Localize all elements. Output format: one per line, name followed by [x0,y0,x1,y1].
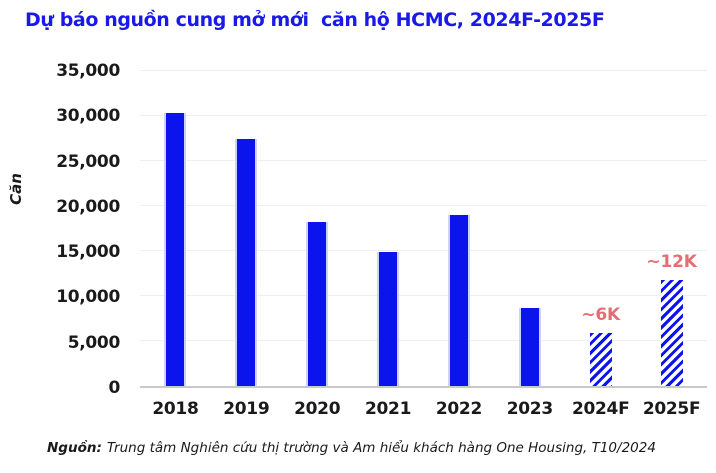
gridline [140,160,707,161]
y-tick-label: 0 [108,378,120,398]
bar-2019 [235,138,258,386]
bar-2018 [164,113,187,386]
gridline [140,70,707,71]
annotation-2024f: ~6K [581,304,621,325]
bar-2020 [306,222,329,386]
bars: ~6K ~12K [140,71,707,386]
x-label-2020: 2020 [294,399,341,419]
y-tick-label: 10,000 [56,287,120,308]
y-tick-label: 15,000 [56,242,120,263]
x-axis-labels: 2018 2019 2020 2021 2022 2023 2024F 2025F [140,399,707,419]
bar-2023 [518,307,541,386]
bar-2024f [589,332,612,386]
y-tick-label: 5,000 [67,332,121,353]
gridline [140,250,707,251]
annotation-2025f: ~12K [646,251,697,272]
bar-2021 [377,251,400,386]
x-label-2021: 2021 [365,399,412,419]
bar-2025f [660,279,683,386]
x-label-2018: 2018 [152,399,199,419]
bar-2022 [447,215,470,386]
gridline [140,295,707,296]
gridline [140,205,707,206]
y-tick-label: 25,000 [56,151,120,172]
gridline [140,340,707,341]
gridline [140,115,707,116]
x-label-2025f: 2025F [642,399,701,419]
y-tick-label: 30,000 [56,106,120,127]
x-label-2024f: 2024F [571,399,630,419]
y-tick-label: 20,000 [56,196,120,217]
chart-title: Dự báo nguồn cung mở mới căn hộ HCMC, 20… [25,9,605,31]
x-label-2019: 2019 [223,399,270,419]
y-tick-label: 35,000 [56,61,120,81]
gridlines [140,70,707,386]
source-prefix: Nguồn: [47,440,102,456]
x-label-2023: 2023 [506,399,553,419]
y-axis-ticks: 0 5,000 10,000 15,000 20,000 25,000 30,000 35,0… [0,61,121,398]
plot-area: ~6K ~12K [140,70,707,388]
x-label-2022: 2022 [435,399,482,419]
source-note: Nguồn: Trung tâm Nghiên cứu thị trường và… [47,440,656,456]
source-text: Trung tâm Nghiên cứu thị trường và Am hi… [106,440,656,456]
